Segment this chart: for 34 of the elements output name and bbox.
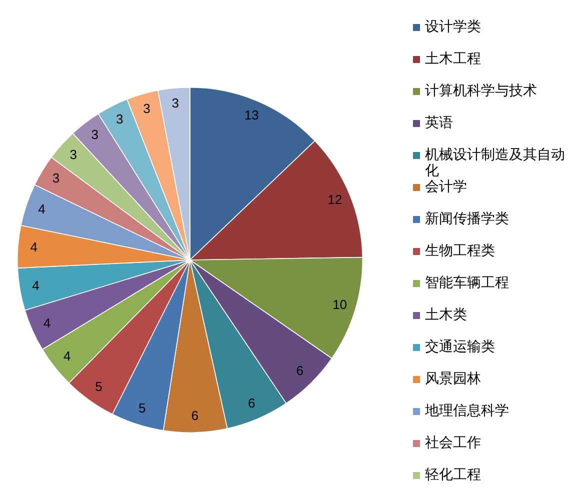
legend-label: 会计学 bbox=[425, 179, 468, 195]
legend-label: 设计学类 bbox=[425, 19, 482, 35]
legend-label: 智能车辆工程 bbox=[425, 275, 510, 291]
legend-label: 新闻传播学类 bbox=[425, 211, 510, 227]
legend-label: 风景园林 bbox=[425, 371, 482, 387]
data-label: 6 bbox=[248, 396, 256, 411]
data-label: 6 bbox=[191, 408, 198, 424]
data-label: 3 bbox=[91, 127, 98, 142]
data-label: 3 bbox=[116, 112, 124, 127]
data-label: 5 bbox=[138, 400, 146, 416]
legend-label: 英语 bbox=[425, 115, 454, 131]
data-label: 4 bbox=[43, 315, 51, 330]
data-label: 5 bbox=[95, 378, 102, 394]
legend-label: 交通运输类 bbox=[425, 339, 496, 355]
data-label: 4 bbox=[30, 239, 38, 254]
data-label: 13 bbox=[244, 108, 259, 123]
data-label: 10 bbox=[332, 297, 348, 312]
legend-label: 机械设计制造及其自动化 bbox=[425, 147, 566, 179]
data-label: 3 bbox=[172, 96, 180, 111]
legend-label: 轻化工程 bbox=[425, 467, 482, 483]
data-label: 3 bbox=[70, 147, 78, 162]
legend-label: 土木类 bbox=[425, 307, 468, 323]
data-label: 3 bbox=[143, 101, 150, 116]
data-label: 12 bbox=[328, 192, 342, 208]
data-label: 6 bbox=[296, 363, 304, 378]
data-label: 4 bbox=[32, 278, 40, 294]
legend-label: 计算机科学与技术 bbox=[425, 83, 538, 99]
legend-label: 生物工程类 bbox=[425, 243, 496, 259]
data-label: 4 bbox=[38, 201, 46, 216]
data-label: 3 bbox=[52, 170, 60, 186]
legend-label: 社会工作 bbox=[425, 435, 482, 451]
data-label: 4 bbox=[64, 348, 71, 364]
legend-label: 地理信息科学 bbox=[425, 403, 510, 419]
legend-label: 土木工程 bbox=[425, 51, 482, 67]
